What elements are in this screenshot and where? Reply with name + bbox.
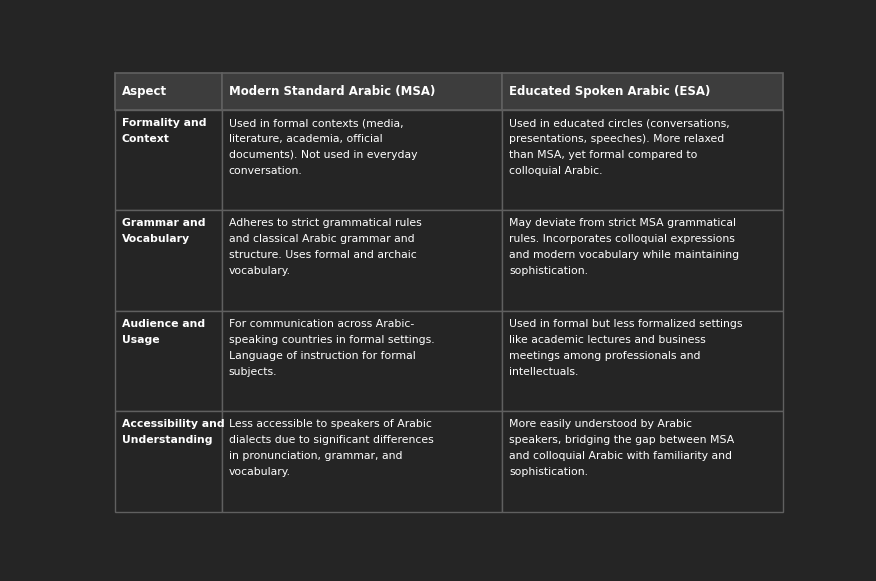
Text: Aspect: Aspect (122, 85, 166, 98)
Text: Less accessible to speakers of Arabic
dialects due to significant differences
in: Less accessible to speakers of Arabic di… (229, 419, 434, 478)
Text: Formality and
Context: Formality and Context (122, 118, 206, 144)
Text: Educated Spoken Arabic (ESA): Educated Spoken Arabic (ESA) (509, 85, 710, 98)
Bar (115, 411, 222, 512)
Bar (222, 110, 503, 210)
Text: Used in formal contexts (media,
literature, academia, official
documents). Not u: Used in formal contexts (media, literatu… (229, 118, 417, 176)
Text: Grammar and
Vocabulary: Grammar and Vocabulary (122, 218, 205, 245)
Text: Accessibility and
Understanding: Accessibility and Understanding (122, 419, 224, 446)
Bar (503, 73, 783, 110)
Bar (503, 311, 783, 411)
Bar (503, 110, 783, 210)
Text: For communication across Arabic-
speaking countries in formal settings.
Language: For communication across Arabic- speakin… (229, 319, 434, 377)
Text: Modern Standard Arabic (MSA): Modern Standard Arabic (MSA) (229, 85, 435, 98)
Bar (222, 210, 503, 311)
Text: Used in formal but less formalized settings
like academic lectures and business
: Used in formal but less formalized setti… (509, 319, 743, 377)
Bar (115, 73, 222, 110)
Text: More easily understood by Arabic
speakers, bridging the gap between MSA
and coll: More easily understood by Arabic speaker… (509, 419, 734, 478)
Bar (503, 411, 783, 512)
Text: Adheres to strict grammatical rules
and classical Arabic grammar and
structure. : Adheres to strict grammatical rules and … (229, 218, 421, 277)
Bar (115, 210, 222, 311)
Bar (115, 311, 222, 411)
Text: May deviate from strict MSA grammatical
rules. Incorporates colloquial expressio: May deviate from strict MSA grammatical … (509, 218, 739, 277)
Bar (222, 411, 503, 512)
Bar (503, 210, 783, 311)
Bar (222, 311, 503, 411)
Text: Used in educated circles (conversations,
presentations, speeches). More relaxed
: Used in educated circles (conversations,… (509, 118, 730, 176)
Text: Audience and
Usage: Audience and Usage (122, 319, 205, 345)
Bar (115, 110, 222, 210)
Bar (222, 73, 503, 110)
